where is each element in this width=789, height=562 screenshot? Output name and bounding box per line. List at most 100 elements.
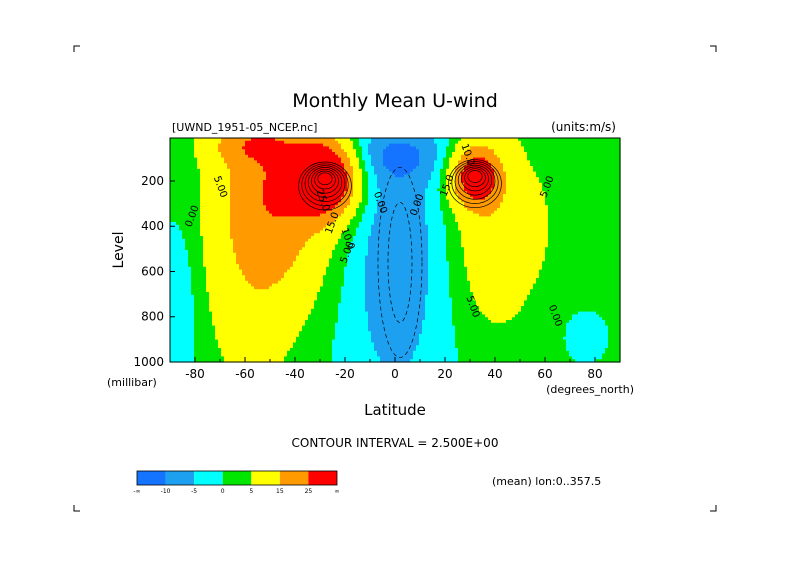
contour-fill-cell <box>263 168 345 173</box>
contour-fill-cell <box>548 213 621 217</box>
contour-fill-cell <box>425 311 453 315</box>
contour-fill-cell <box>254 286 270 290</box>
contour-fill-cell <box>353 140 360 145</box>
contour-fill-cell <box>338 303 366 307</box>
contour-fill-cell <box>431 174 441 178</box>
contour-fill-cell <box>446 152 453 156</box>
contour-fill-cell <box>425 199 441 203</box>
contour-fill-cell <box>170 297 195 301</box>
contour-fill-cell <box>383 160 420 164</box>
contour-fill-cell <box>191 280 207 285</box>
contour-fill-cell <box>356 213 363 217</box>
contour-fill-cell <box>365 166 375 170</box>
contour-fill-cell <box>356 227 372 231</box>
contour-fill-cell <box>425 222 444 226</box>
colorbar-level-label: 5 <box>249 488 253 495</box>
contour-fill-cell <box>428 280 450 285</box>
contour-fill-cell <box>536 174 621 178</box>
contour-fill-cell <box>374 222 426 226</box>
contour-fill-cell <box>323 283 345 287</box>
contour-fill-cell <box>362 182 369 187</box>
contour-fill-cell <box>170 208 201 212</box>
contour-fill-cell <box>341 233 357 237</box>
contour-fill-cell <box>221 140 246 145</box>
contour-fill-cell <box>458 224 549 229</box>
contour-fill-cell <box>377 174 396 178</box>
contour-fill-cell <box>437 146 447 150</box>
contour-fill-cell <box>188 250 204 254</box>
contour-fill-cell <box>344 269 366 273</box>
contour-fill-cell <box>170 219 201 223</box>
contour-fill-cell <box>566 331 609 335</box>
contour-fill-cell <box>221 353 288 357</box>
contour-fill-cell <box>230 227 324 231</box>
contour-fill-cell <box>608 339 621 343</box>
contour-fill-cell <box>425 317 453 321</box>
contour-fill-cell <box>170 258 189 262</box>
contour-fill-cell <box>467 269 540 273</box>
colorbar-level-label: 25 <box>305 488 313 495</box>
contour-fill-cell <box>170 199 201 203</box>
contour-fill-cell <box>488 146 525 150</box>
contour-fill-cell <box>353 168 363 173</box>
contour-fill-cell <box>368 320 423 324</box>
contour-fill-cell <box>344 275 366 279</box>
contour-fill-cell <box>365 303 426 307</box>
contour-fill-cell <box>170 356 195 360</box>
contour-fill-cell <box>332 348 375 352</box>
contour-fill-cell <box>299 331 336 335</box>
contour-fill-cell <box>344 272 366 276</box>
contour-fill-cell <box>608 336 621 341</box>
contour-fill-cell <box>170 166 198 170</box>
contour-fill-cell <box>368 311 426 315</box>
contour-fill-cell <box>440 191 447 195</box>
contour-fill-cell <box>602 353 621 357</box>
contour-fill-cell <box>482 311 519 315</box>
colorbar-swatch <box>251 471 280 485</box>
contour-fill-cell <box>449 283 471 287</box>
contour-fill-cell <box>194 350 222 355</box>
contour-fill-cell <box>461 154 498 159</box>
contour-fill-cell <box>356 233 372 237</box>
contour-fill-cell <box>194 334 216 338</box>
contour-fill-cell <box>284 272 327 276</box>
contour-fill-cell <box>539 269 621 273</box>
contour-fill-cell <box>446 182 456 187</box>
contour-fill-cell <box>230 174 267 178</box>
contour-fill-cell <box>419 157 438 161</box>
mean-note: (mean) lon:0..357.5 <box>492 475 601 488</box>
contour-fill-cell <box>338 308 366 313</box>
contour-fill-cell <box>608 334 621 338</box>
contour-fill-cell <box>299 250 333 254</box>
contour-fill-cell <box>413 353 459 357</box>
contour-fill-cell <box>311 236 342 240</box>
contour-fill-cell <box>188 252 204 257</box>
contour-fill-cell <box>170 227 180 231</box>
contour-fill-cell <box>194 138 222 142</box>
contour-fill-cell <box>374 348 417 352</box>
colorbar-swatch <box>194 471 223 485</box>
northern-jet-contour <box>454 162 496 200</box>
contour-fill-cell <box>455 188 465 192</box>
contour-fill-cell <box>449 280 471 285</box>
contour-fill-cell <box>224 157 255 161</box>
contour-fill-cell <box>365 275 429 279</box>
contour-fill-cell <box>350 138 360 142</box>
contour-fill-cell <box>302 325 336 329</box>
contour-fill-cell <box>434 166 444 170</box>
contour-fill-cell <box>371 227 429 231</box>
contour-fill-cell <box>188 264 204 268</box>
contour-fill-cell <box>461 236 549 240</box>
contour-fill-cell <box>170 320 195 324</box>
contour-fill-cell <box>230 236 312 240</box>
contour-fill-cell <box>446 149 456 153</box>
contour-fill-cell <box>548 233 621 237</box>
contour-fill-cell <box>170 311 195 315</box>
contour-fill-cell <box>329 261 348 265</box>
contour-fill-cell <box>416 146 438 150</box>
contour-fill-cell <box>473 294 528 299</box>
contour-fill-cell <box>368 314 426 318</box>
contour-fill-cell <box>290 266 327 271</box>
contour-fill-cell <box>440 202 450 206</box>
contour-fill-cell <box>365 294 426 299</box>
